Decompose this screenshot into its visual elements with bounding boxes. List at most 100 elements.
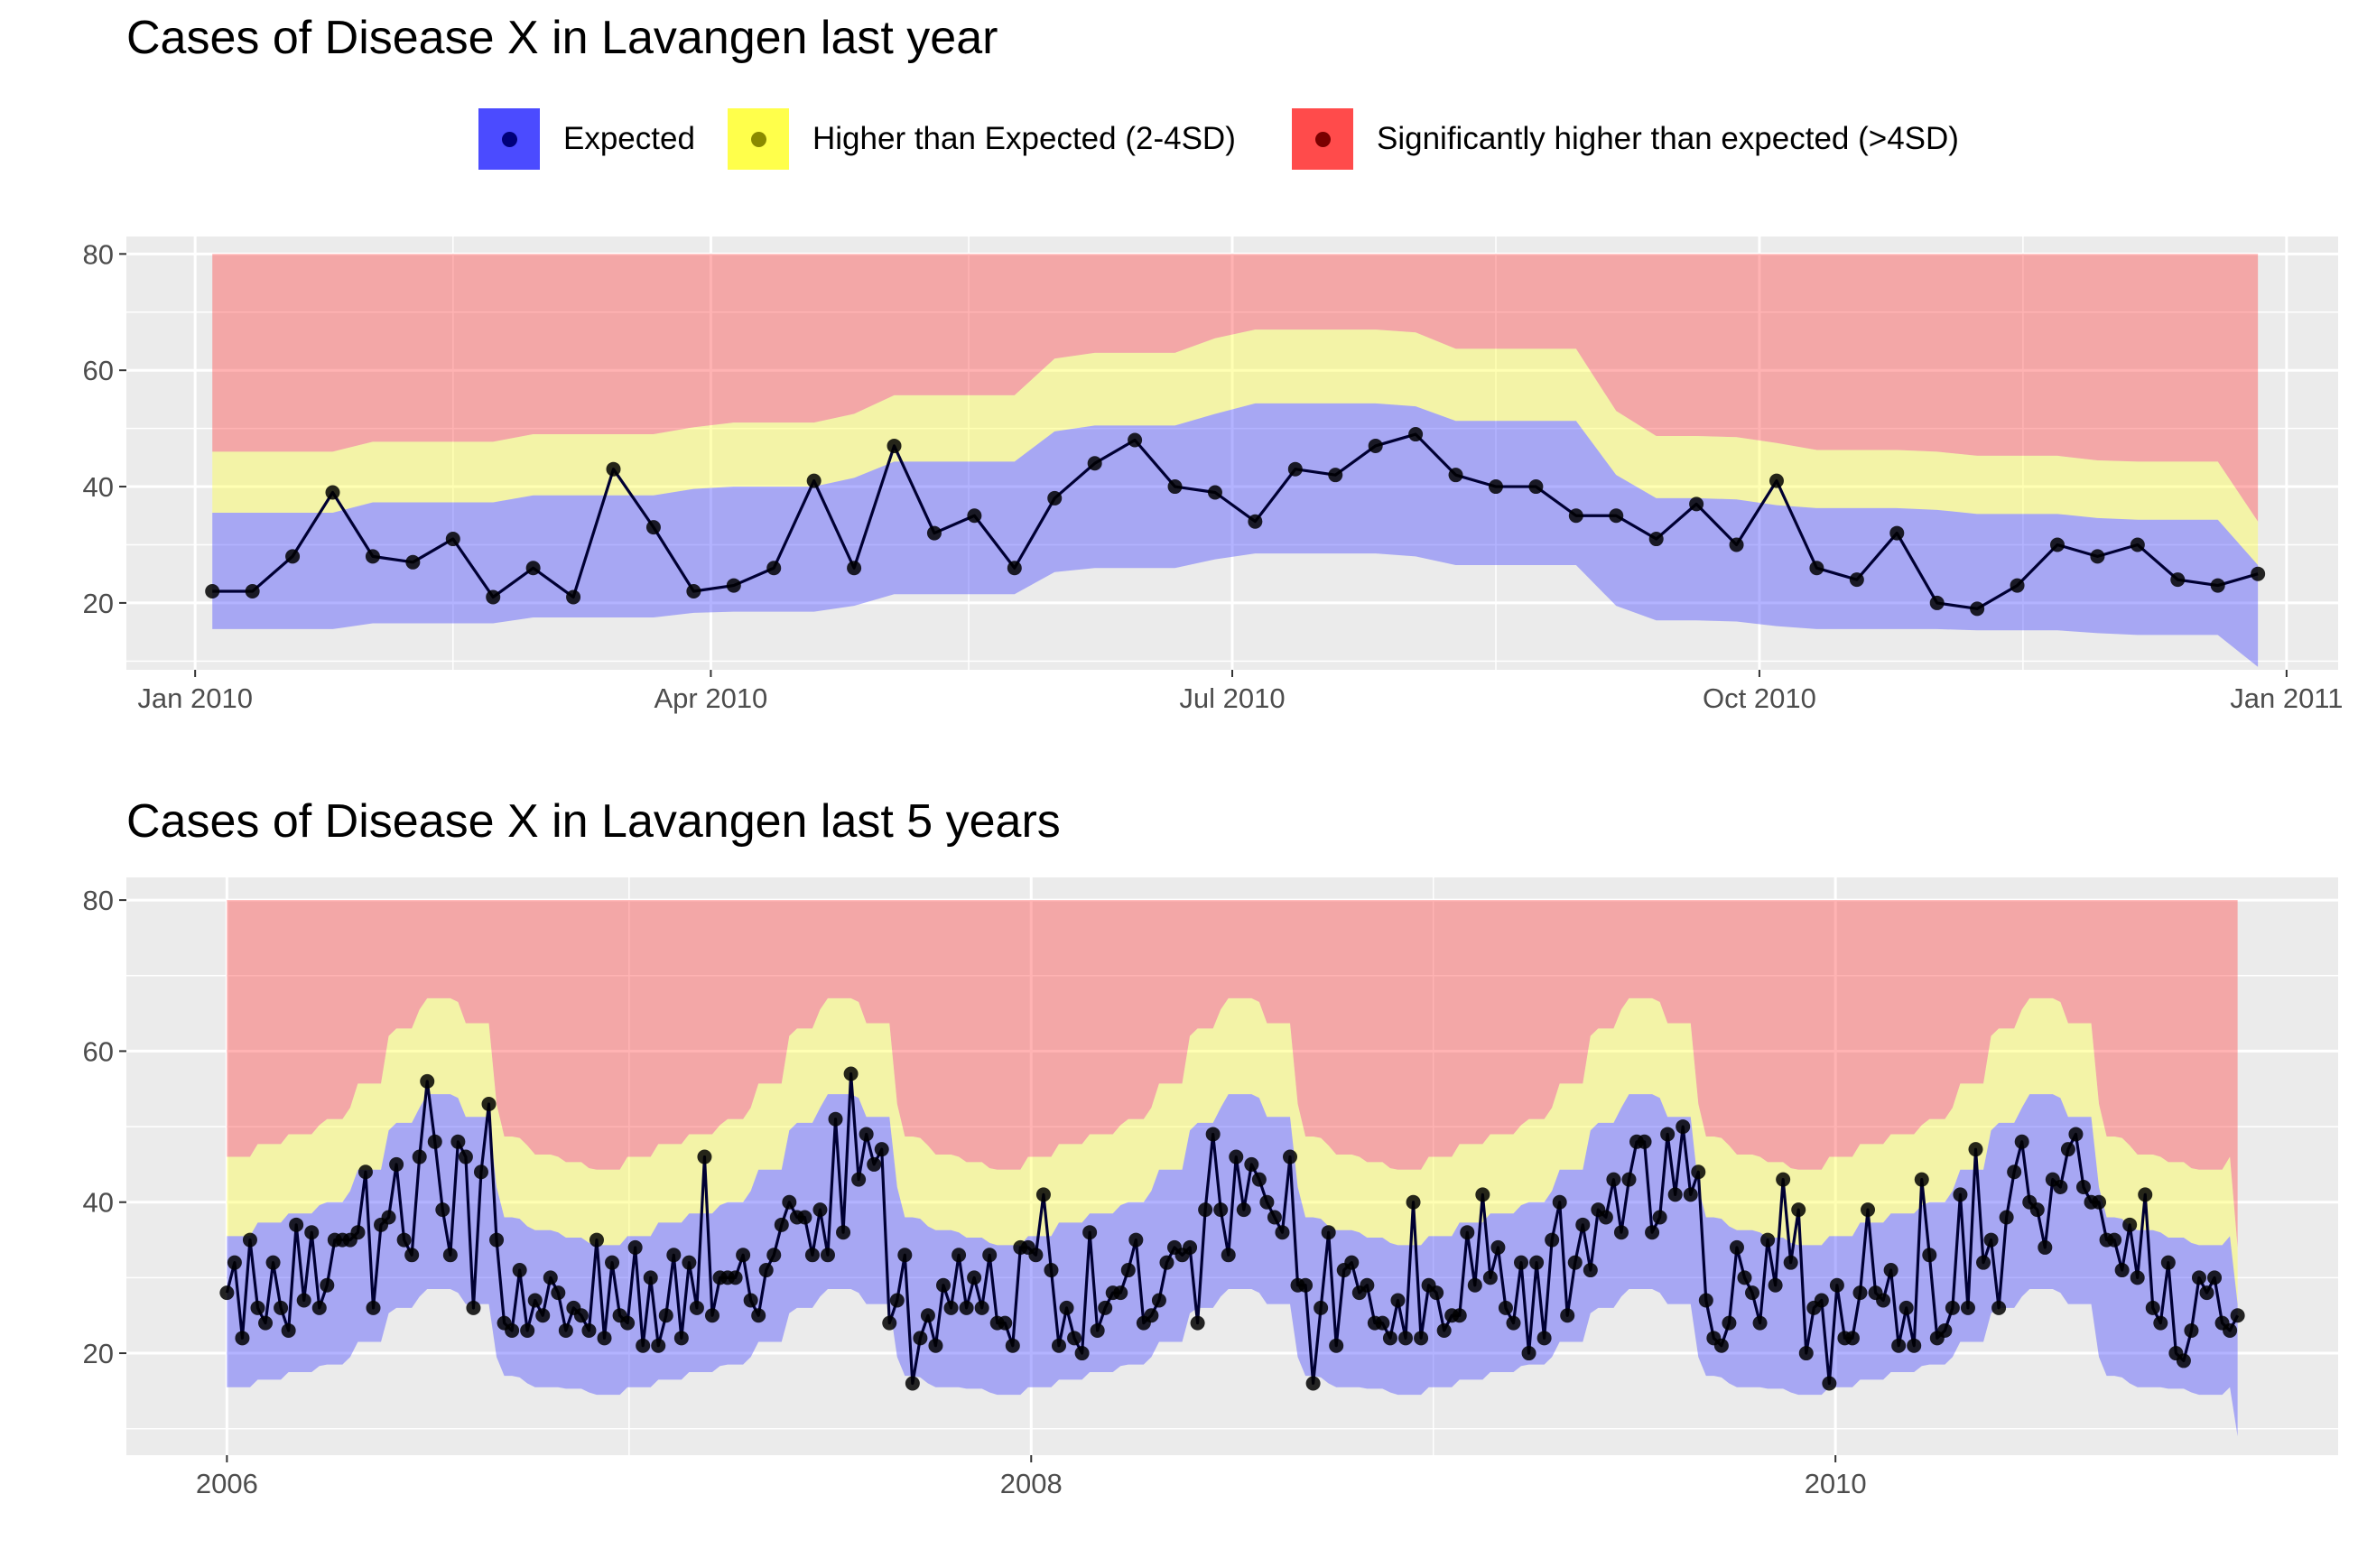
data-point [797,1210,812,1225]
data-point [2068,1127,2084,1142]
data-point [905,1376,920,1391]
data-point [2075,1180,2091,1195]
data-point [882,1315,897,1331]
data-point [1791,1202,1806,1218]
data-point [396,1232,412,1248]
data-point [804,1248,820,1263]
cases-line [212,432,2259,610]
data-point [445,532,460,547]
data-point [1229,1149,1244,1164]
data-point [806,473,822,488]
data-point [828,1111,843,1127]
data-point [1183,1239,1198,1255]
data-point [2145,1300,2160,1315]
data-point [1575,1217,1591,1232]
data-point [643,1270,658,1285]
data-point [2223,1322,2238,1338]
x-tick-label: 2010 [1805,1468,1867,1499]
data-point [1722,1315,1737,1331]
data-point [1207,485,1222,500]
data-point [967,1270,982,1285]
data-point [2184,1322,2199,1338]
data-point [928,1338,943,1353]
data-point [1452,1308,1467,1323]
data-point [2038,1239,2053,1255]
data-point [1467,1277,1482,1293]
data-point [1047,490,1063,506]
data-point [751,1308,766,1323]
x-tick-label: Jul 2010 [1179,682,1285,714]
data-point [1151,1293,1166,1308]
data-point [1937,1322,1953,1338]
data-point [636,1338,651,1353]
data-point [558,1322,573,1338]
data-point [2130,1270,2145,1285]
data-point [458,1149,473,1164]
data-point [450,1134,466,1149]
data-point [1568,508,1583,524]
data-point [1090,1322,1105,1338]
data-point [673,1331,689,1346]
data-point [682,1255,697,1270]
data-point [1314,1300,1329,1315]
data-point [2210,578,2225,593]
data-point [1621,1172,1637,1187]
data-point [325,485,340,500]
data-point [1970,601,1985,617]
data-point [1536,1331,1552,1346]
data-point [847,561,862,576]
data-point [1120,1263,1136,1278]
data-point [998,1315,1013,1331]
data-point [1545,1232,1560,1248]
data-point [1689,496,1704,512]
data-point [1552,1194,1567,1210]
data-point [920,1308,935,1323]
data-point [473,1164,488,1180]
data-point [311,1300,327,1315]
band-expected [227,1094,2238,1437]
data-point [1082,1225,1098,1240]
data-point [1035,1187,1051,1202]
x-tick-label: Jan 2011 [2230,682,2343,714]
data-point [250,1300,265,1315]
band-significant [227,900,2238,1248]
data-point [1999,1210,2014,1225]
data-point [1128,432,1143,448]
data-point [766,1248,782,1263]
data-point [1406,1194,1421,1210]
data-point [1960,1300,1975,1315]
data-point [728,1270,743,1285]
cases-line [225,1072,2240,1386]
data-point [535,1308,551,1323]
data-point [867,1156,882,1172]
data-point [1436,1322,1452,1338]
data-point [366,1300,381,1315]
data-point [1448,468,1463,483]
data-point [1809,561,1824,576]
data-point [1907,1338,1922,1353]
y-tick-label: 80 [83,885,114,916]
data-point [227,1255,242,1270]
data-point [782,1194,797,1210]
data-point [1883,1263,1898,1278]
data-point [1891,1338,1907,1353]
data-point [874,1142,889,1157]
data-point [405,554,421,570]
data-point [686,584,701,599]
data-point [1652,1210,1667,1225]
data-point [2130,537,2145,552]
x-tick-label: Apr 2010 [654,682,767,714]
data-point [1889,525,1905,541]
data-point [381,1210,396,1225]
data-point [525,561,541,576]
data-point [758,1263,774,1278]
data-point [1844,1331,1860,1346]
data-point [843,1066,859,1081]
data-point [1198,1202,1213,1218]
data-point [1460,1225,1475,1240]
data-point [466,1300,481,1315]
data-point [897,1248,913,1263]
data-point [658,1308,673,1323]
data-point [2153,1315,2168,1331]
data-point [1329,1338,1344,1353]
